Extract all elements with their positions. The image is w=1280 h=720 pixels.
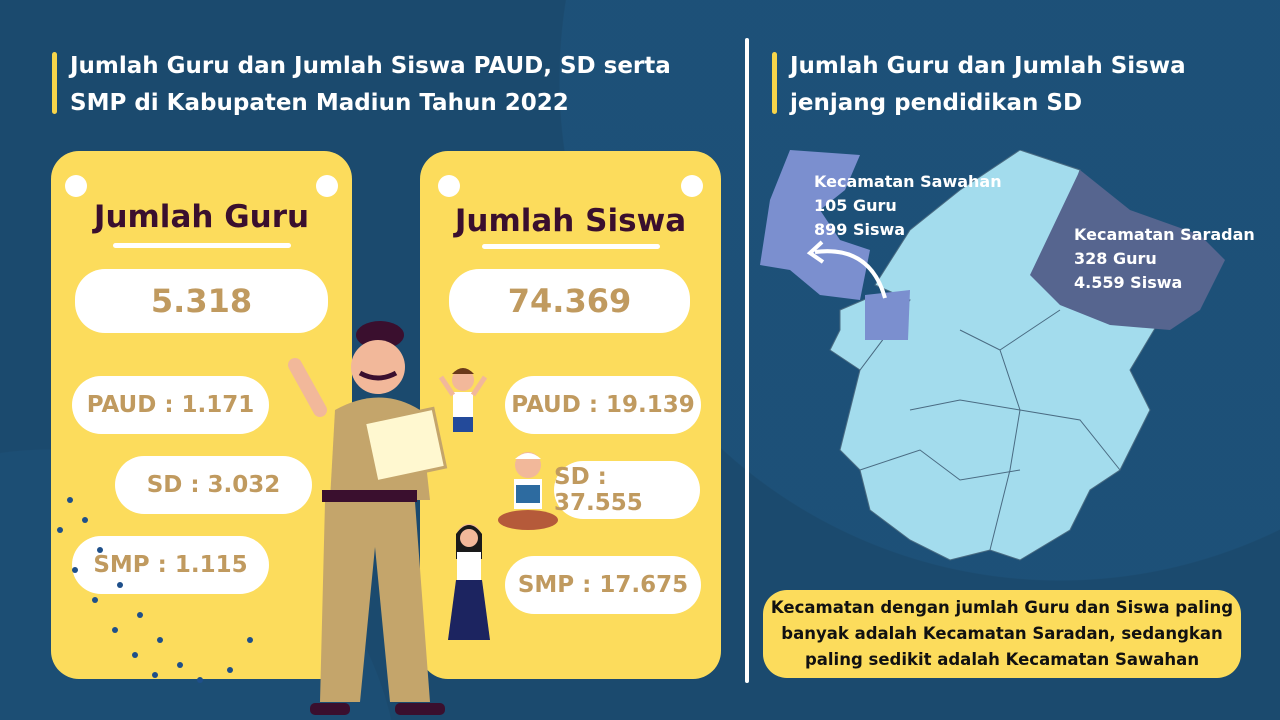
card-hole (438, 175, 460, 197)
guru-total: 5.318 (75, 269, 328, 333)
student-girl-illustration (448, 524, 490, 640)
siswa-sd: SD : 37.555 (554, 461, 700, 519)
card-hole (316, 175, 338, 197)
student-illustration (438, 368, 488, 432)
sawahan-label: Kecamatan Sawahan 105 Guru 899 Siswa (814, 170, 1002, 242)
divider (745, 38, 749, 683)
guru-smp: SMP : 1.115 (72, 536, 269, 594)
dots-decoration (57, 497, 253, 683)
underline (482, 244, 660, 249)
siswa-total: 74.369 (449, 269, 690, 333)
map-sawahan (760, 150, 870, 300)
sawahan-name: Kecamatan Sawahan (814, 172, 1002, 191)
saradan-name: Kecamatan Saradan (1074, 225, 1255, 244)
guru-heading: Jumlah Guru (93, 199, 310, 235)
card-hole (681, 175, 703, 197)
sawahan-guru: 105 Guru (814, 196, 897, 215)
arrow-icon (814, 249, 887, 299)
siswa-smp: SMP : 17.675 (505, 556, 701, 614)
siswa-heading: Jumlah Siswa (454, 203, 687, 239)
teacher-illustration (288, 321, 448, 715)
student-reading-illustration (498, 452, 558, 530)
saradan-siswa: 4.559 Siswa (1074, 273, 1183, 292)
guru-card: Jumlah Guru 5.318 PAUD : 1.171 SD : 3.03… (51, 151, 352, 679)
guru-paud: PAUD : 1.171 (72, 376, 269, 434)
guru-sd: SD : 3.032 (115, 456, 312, 514)
underline (113, 243, 291, 248)
right-title: Jumlah Guru dan Jumlah Siswa jenjang pen… (772, 48, 1222, 122)
summary-note: Kecamatan dengan jumlah Guru dan Siswa p… (763, 590, 1241, 678)
madiun-map (760, 150, 1225, 561)
siswa-paud: PAUD : 19.139 (505, 376, 701, 434)
sawahan-siswa: 899 Siswa (814, 220, 906, 239)
map-saradan (1030, 170, 1225, 330)
saradan-guru: 328 Guru (1074, 249, 1157, 268)
saradan-label: Kecamatan Saradan 328 Guru 4.559 Siswa (1074, 223, 1255, 295)
left-title: Jumlah Guru dan Jumlah Siswa PAUD, SD se… (52, 48, 712, 122)
map-sawahan-part (865, 290, 910, 340)
card-hole (65, 175, 87, 197)
